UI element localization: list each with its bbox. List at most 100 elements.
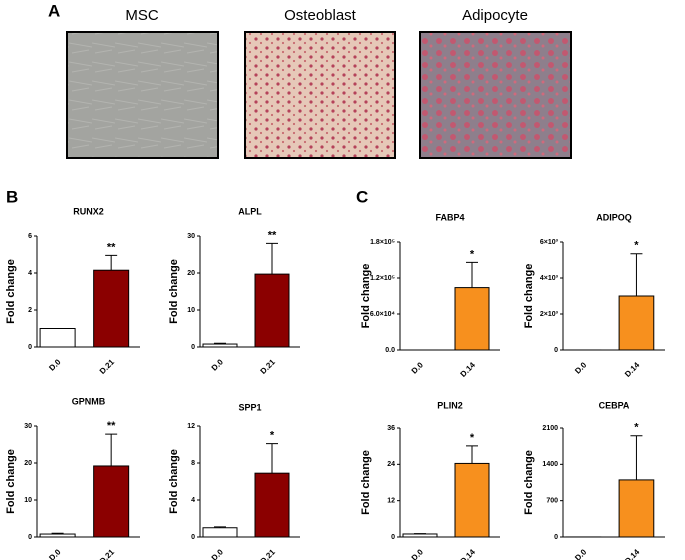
- y-tick-label: 0: [28, 344, 32, 351]
- y-axis-label: Fold change: [5, 259, 17, 324]
- y-tick-label: 2100: [542, 425, 558, 432]
- y-axis-label: Fold change: [168, 449, 180, 514]
- y-tick-label: 2×10³: [540, 311, 559, 318]
- y-tick-label: 4: [28, 270, 32, 277]
- significance: *: [470, 432, 475, 444]
- y-tick-label: 20: [187, 270, 195, 277]
- y-tick-label: 6.0×10⁴: [370, 311, 396, 318]
- error-bar: [105, 433, 118, 466]
- x-tick-label: D.14: [459, 360, 478, 379]
- y-tick-label: 0.0: [385, 347, 395, 354]
- y-tick-label: 12: [387, 498, 395, 505]
- x-tick-label: D.14: [459, 547, 478, 560]
- error-bar: [266, 242, 278, 275]
- significance: **: [107, 241, 116, 253]
- error-bar: [214, 342, 226, 345]
- x-tick-label: D.0: [47, 547, 63, 560]
- y-tick-label: 10: [24, 497, 32, 504]
- x-tick-label: D.0: [573, 547, 589, 560]
- x-tick-label: D.0: [573, 360, 589, 376]
- error-bar: [466, 445, 478, 464]
- y-tick-label: 4×10³: [540, 275, 559, 282]
- chart-title: GPNMB: [72, 396, 106, 406]
- y-tick-label: 0: [554, 534, 558, 541]
- significance: *: [634, 422, 639, 434]
- x-tick-label: D.21: [98, 357, 117, 376]
- significance: **: [107, 420, 116, 432]
- chart-title: ALPL: [238, 206, 262, 216]
- image-title: Adipocyte: [462, 7, 528, 24]
- y-axis-label: Fold change: [168, 259, 180, 324]
- bar: [402, 533, 438, 538]
- y-tick-label: 1400: [542, 461, 558, 468]
- y-tick-label: 0: [28, 534, 32, 541]
- y-tick-label: 1.2×10⁵: [370, 275, 395, 282]
- significance: *: [270, 429, 275, 441]
- x-tick-label: D.0: [410, 360, 426, 376]
- chart-title: FABP4: [435, 212, 464, 222]
- bar: [202, 527, 238, 538]
- y-tick-label: 0: [391, 534, 395, 541]
- significance: *: [470, 248, 475, 260]
- y-tick-label: 10: [187, 307, 195, 314]
- micrograph: [419, 31, 572, 159]
- panel-label: B: [6, 187, 18, 206]
- chart-title: SPP1: [238, 402, 261, 412]
- bar: [454, 287, 490, 351]
- x-tick-label: D.0: [410, 547, 426, 560]
- error-bar: [630, 253, 643, 296]
- y-tick-label: 30: [187, 233, 195, 240]
- y-tick-label: 24: [387, 461, 395, 468]
- x-tick-label: D.0: [210, 357, 226, 373]
- y-axis-label: Fold change: [360, 450, 372, 515]
- micrograph: [244, 31, 396, 159]
- error-bar: [466, 261, 478, 288]
- x-tick-label: D.21: [98, 547, 117, 560]
- y-tick-label: 0: [191, 344, 195, 351]
- y-tick-label: 36: [387, 425, 395, 432]
- panel-label: A: [48, 1, 60, 20]
- y-tick-label: 0: [554, 347, 558, 354]
- y-axis-label: Fold change: [523, 264, 535, 329]
- x-tick-label: D.0: [47, 357, 63, 373]
- bar: [39, 328, 76, 348]
- bar: [618, 295, 655, 351]
- bar: [618, 479, 655, 538]
- y-axis-label: Fold change: [523, 450, 535, 515]
- y-axis-label: Fold change: [360, 264, 372, 329]
- y-tick-label: 6×10³: [540, 239, 559, 246]
- bar: [93, 465, 130, 538]
- image-title: Osteoblast: [284, 7, 357, 24]
- bar: [93, 269, 130, 348]
- chart-title: ADIPOQ: [596, 212, 632, 222]
- y-tick-label: 8: [191, 460, 195, 467]
- chart-title: CEBPA: [599, 400, 630, 410]
- y-axis-label: Fold change: [5, 449, 17, 514]
- y-tick-label: 12: [187, 423, 195, 430]
- bar: [454, 462, 490, 538]
- y-tick-label: 20: [24, 460, 32, 467]
- bar: [254, 472, 290, 538]
- error-bar: [214, 526, 226, 528]
- error-bar: [630, 435, 643, 480]
- bar: [254, 273, 290, 348]
- error-bar: [51, 532, 64, 535]
- y-tick-label: 1.8×10⁵: [370, 239, 395, 246]
- micrograph: [66, 31, 219, 159]
- y-tick-label: 0: [191, 534, 195, 541]
- image-title: MSC: [125, 7, 159, 24]
- x-tick-label: D.14: [623, 547, 642, 560]
- bar: [202, 343, 238, 348]
- x-tick-label: D.21: [259, 547, 278, 560]
- significance: *: [634, 240, 639, 252]
- y-tick-label: 700: [546, 498, 558, 505]
- chart-title: PLIN2: [437, 400, 463, 410]
- y-tick-label: 30: [24, 423, 32, 430]
- y-tick-label: 2: [28, 307, 32, 314]
- bar: [39, 533, 76, 538]
- x-tick-label: D.21: [259, 357, 278, 376]
- x-tick-label: D.0: [210, 547, 226, 560]
- x-tick-label: D.14: [623, 360, 642, 379]
- y-tick-label: 4: [191, 497, 195, 504]
